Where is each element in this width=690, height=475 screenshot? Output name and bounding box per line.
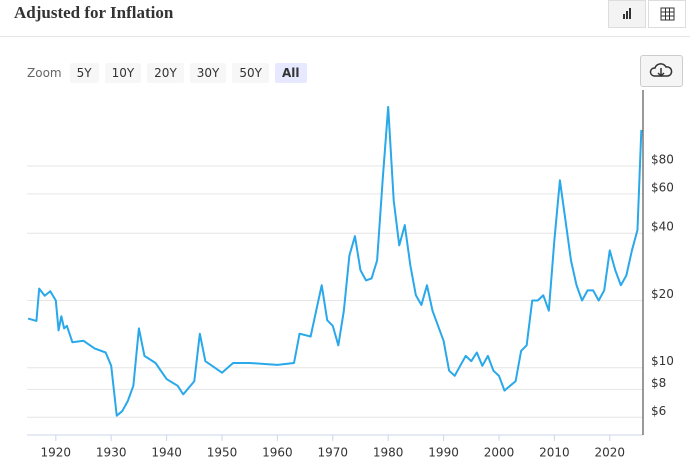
- y-tick-label: $8: [651, 376, 666, 390]
- x-tick-label: 1970: [318, 446, 349, 460]
- x-tick-label: 1950: [207, 446, 238, 460]
- x-tick-label: 2010: [539, 446, 570, 460]
- y-tick-label: $20: [651, 287, 674, 301]
- x-tick-label: 1980: [373, 446, 404, 460]
- y-tick-label: $60: [651, 180, 674, 194]
- x-tick-label: 1960: [262, 446, 293, 460]
- zoom-button[interactable]: 50Y: [232, 63, 269, 83]
- zoom-label: Zoom: [27, 66, 62, 80]
- y-tick-label: $40: [651, 220, 674, 234]
- chart-title: Adjusted for Inflation: [14, 3, 174, 22]
- x-tick-label: 1930: [96, 446, 127, 460]
- chart-view-button[interactable]: [608, 0, 646, 28]
- zoom-button[interactable]: 30Y: [189, 63, 227, 83]
- zoom-button[interactable]: 20Y: [147, 63, 184, 83]
- table-icon: [660, 7, 675, 21]
- download-button[interactable]: [640, 55, 683, 87]
- x-tick-label: 2020: [594, 446, 625, 460]
- y-tick-label: $80: [651, 152, 674, 166]
- header-divider: [0, 36, 690, 37]
- x-tick-label: 1920: [41, 446, 72, 460]
- zoom-bar: Zoom 5Y 10Y 20Y 30Y 50Y All: [27, 63, 313, 83]
- price-line: [27, 105, 643, 417]
- x-tick-label: 1990: [428, 446, 459, 460]
- y-tick-label: $6: [651, 404, 666, 418]
- chart-icon: [623, 8, 631, 19]
- zoom-button[interactable]: All: [275, 63, 307, 83]
- table-view-button[interactable]: [648, 0, 686, 28]
- download-icon: [649, 63, 673, 78]
- zoom-button[interactable]: 10Y: [104, 63, 142, 83]
- x-tick-label: 2000: [484, 446, 515, 460]
- y-tick-label: $10: [651, 354, 674, 368]
- zoom-button[interactable]: 5Y: [69, 63, 99, 83]
- x-tick-label: 1940: [151, 446, 182, 460]
